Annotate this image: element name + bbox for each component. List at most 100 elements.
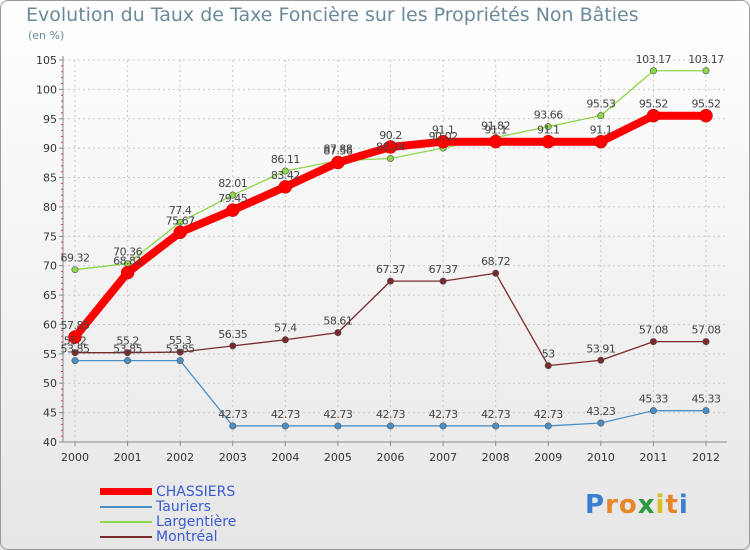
y-tick-label: 80 xyxy=(43,201,57,214)
data-point xyxy=(597,356,605,364)
x-tick-label: 2006 xyxy=(377,451,405,464)
legend-item: Tauriers xyxy=(100,499,236,515)
data-label: 91.1 xyxy=(537,124,560,137)
x-tick-label: 2009 xyxy=(534,451,562,464)
data-point xyxy=(544,422,552,430)
data-point xyxy=(436,134,450,149)
data-label: 56.35 xyxy=(218,328,247,341)
legend-item: Montréal xyxy=(100,528,236,545)
grid xyxy=(63,59,727,443)
data-label: 55.2 xyxy=(116,335,139,348)
data-label: 42.73 xyxy=(534,408,563,421)
data-label: 87.88 xyxy=(323,143,352,156)
y-tick-label: 100 xyxy=(36,83,57,96)
legend-label: CHASSIERS xyxy=(156,483,236,500)
data-point xyxy=(439,422,447,430)
data-point xyxy=(649,407,657,415)
data-label: 90.2 xyxy=(379,129,402,142)
data-point xyxy=(702,338,710,346)
data-point xyxy=(334,422,342,430)
data-point xyxy=(124,349,132,357)
logo-letter: r xyxy=(605,490,619,520)
data-point xyxy=(597,112,605,120)
y-tick-label: 45 xyxy=(43,407,57,420)
logo-letter: i xyxy=(655,490,666,520)
data-label: 42.73 xyxy=(429,408,458,421)
data-point xyxy=(68,330,82,344)
data-label: 57.08 xyxy=(692,324,721,337)
legend-swatch xyxy=(100,505,152,508)
data-label: 91.1 xyxy=(484,124,507,137)
y-tick-label: 85 xyxy=(43,172,57,185)
y-tick-label: 95 xyxy=(43,113,57,126)
data-label: 75.67 xyxy=(166,214,195,227)
data-point xyxy=(176,357,184,365)
data-point xyxy=(594,134,608,149)
data-point xyxy=(702,407,710,415)
data-label: 45.33 xyxy=(639,393,668,406)
data-point xyxy=(229,191,237,199)
data-label: 69.32 xyxy=(61,252,90,265)
data-label: 103.17 xyxy=(688,53,724,66)
data-point xyxy=(386,422,394,430)
legend-label: Largentière xyxy=(156,513,237,530)
proxiti-logo: Proxiti xyxy=(585,490,689,520)
data-point xyxy=(649,67,657,75)
data-point xyxy=(699,108,713,123)
data-label: 42.73 xyxy=(376,408,405,421)
data-point xyxy=(544,123,552,131)
x-tick-label: 2002 xyxy=(166,451,194,464)
x-tick-label: 2000 xyxy=(61,451,89,464)
data-label: 90.02 xyxy=(429,130,458,143)
data-point xyxy=(492,422,500,430)
data-label: 88.24 xyxy=(376,140,405,153)
data-point xyxy=(229,422,237,430)
data-label: 57.08 xyxy=(639,324,668,337)
data-label: 67.37 xyxy=(429,263,458,276)
legend-label: Montréal xyxy=(156,528,218,545)
data-point xyxy=(646,108,661,123)
data-point xyxy=(281,422,289,430)
x-tick-label: 2005 xyxy=(324,451,352,464)
legend-item: Largentière xyxy=(100,513,237,530)
logo-letter: i xyxy=(678,490,689,520)
data-point xyxy=(541,134,555,149)
data-point xyxy=(386,277,394,285)
data-label: 91.82 xyxy=(481,119,510,132)
legend-swatch xyxy=(100,488,152,495)
data-point xyxy=(702,67,710,75)
logo-letter: o xyxy=(618,490,638,520)
data-label: 77.4 xyxy=(169,204,192,217)
y-tick-label: 75 xyxy=(43,230,57,243)
data-point xyxy=(173,225,187,240)
data-label: 86.11 xyxy=(271,153,300,166)
data-point xyxy=(386,154,394,162)
data-label: 53.85 xyxy=(113,343,142,356)
data-point xyxy=(281,167,289,175)
x-tick-label: 2004 xyxy=(271,451,299,464)
data-label: 95.52 xyxy=(639,98,668,111)
data-point xyxy=(331,155,345,170)
data-point xyxy=(597,419,605,427)
data-point xyxy=(229,342,237,350)
data-label: 91.1 xyxy=(432,124,455,137)
data-label: 95.53 xyxy=(586,98,615,111)
data-point xyxy=(544,362,552,370)
x-tick-label: 2007 xyxy=(429,451,457,464)
data-point xyxy=(176,218,184,226)
logo-letter: t xyxy=(665,490,679,520)
data-point xyxy=(71,266,79,274)
legend-swatch xyxy=(100,535,152,538)
data-point xyxy=(278,180,293,194)
data-point xyxy=(281,336,289,344)
x-tick-label: 2012 xyxy=(692,451,720,464)
data-point xyxy=(492,269,500,277)
data-point xyxy=(649,338,657,346)
y-tick-label: 60 xyxy=(43,318,57,331)
series-group xyxy=(68,67,713,430)
data-label: 42.73 xyxy=(481,408,510,421)
y-unit-label: (en %) xyxy=(28,29,65,42)
y-tick-label: 105 xyxy=(36,54,57,67)
data-label: 67.37 xyxy=(376,263,405,276)
